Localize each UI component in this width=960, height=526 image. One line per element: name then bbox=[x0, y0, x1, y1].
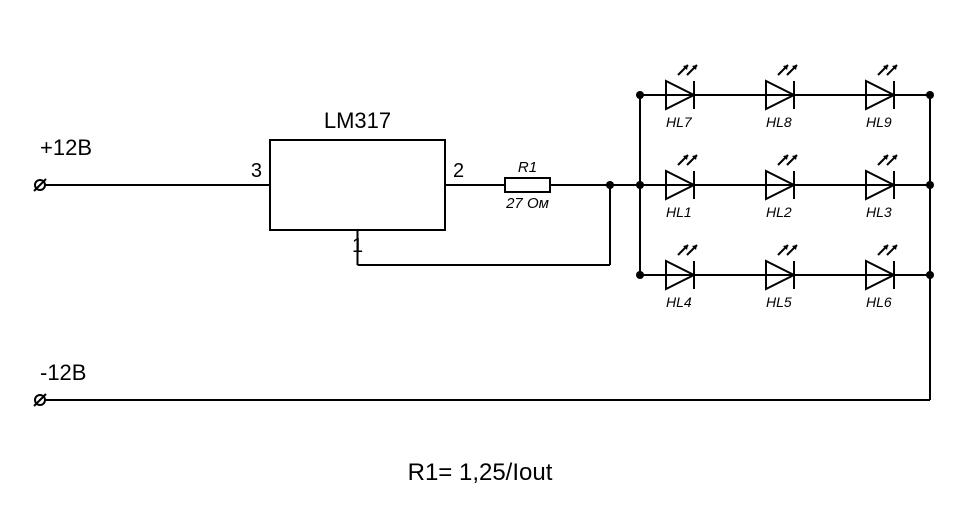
label-hl5: HL5 bbox=[766, 294, 792, 310]
label-hl7: HL7 bbox=[666, 114, 693, 130]
label-hl8: HL8 bbox=[766, 114, 792, 130]
junction-node bbox=[926, 181, 934, 189]
label-hl4: HL4 bbox=[666, 294, 692, 310]
label-pin-3: 3 bbox=[251, 160, 262, 182]
label-hl9: HL9 bbox=[866, 114, 892, 130]
label-supply-neg: -12В bbox=[40, 360, 86, 385]
label-hl3: HL3 bbox=[866, 204, 892, 220]
junction-node bbox=[636, 91, 644, 99]
junction-node bbox=[606, 181, 614, 189]
label-ic: LM317 bbox=[324, 108, 391, 133]
label-r1-ref: R1 bbox=[518, 159, 537, 176]
label-r1-val: 27 Ом bbox=[505, 195, 549, 212]
ic-lm317 bbox=[270, 140, 445, 230]
label-formula: R1= 1,25/Iout bbox=[408, 459, 553, 486]
junction-node bbox=[636, 271, 644, 279]
label-pin-2: 2 bbox=[453, 160, 464, 182]
junction-node bbox=[926, 91, 934, 99]
label-hl6: HL6 bbox=[866, 294, 892, 310]
label-hl1: HL1 bbox=[666, 204, 692, 220]
label-hl2: HL2 bbox=[766, 204, 792, 220]
label-supply-pos: +12В bbox=[40, 135, 92, 160]
resistor-r1 bbox=[505, 178, 550, 192]
